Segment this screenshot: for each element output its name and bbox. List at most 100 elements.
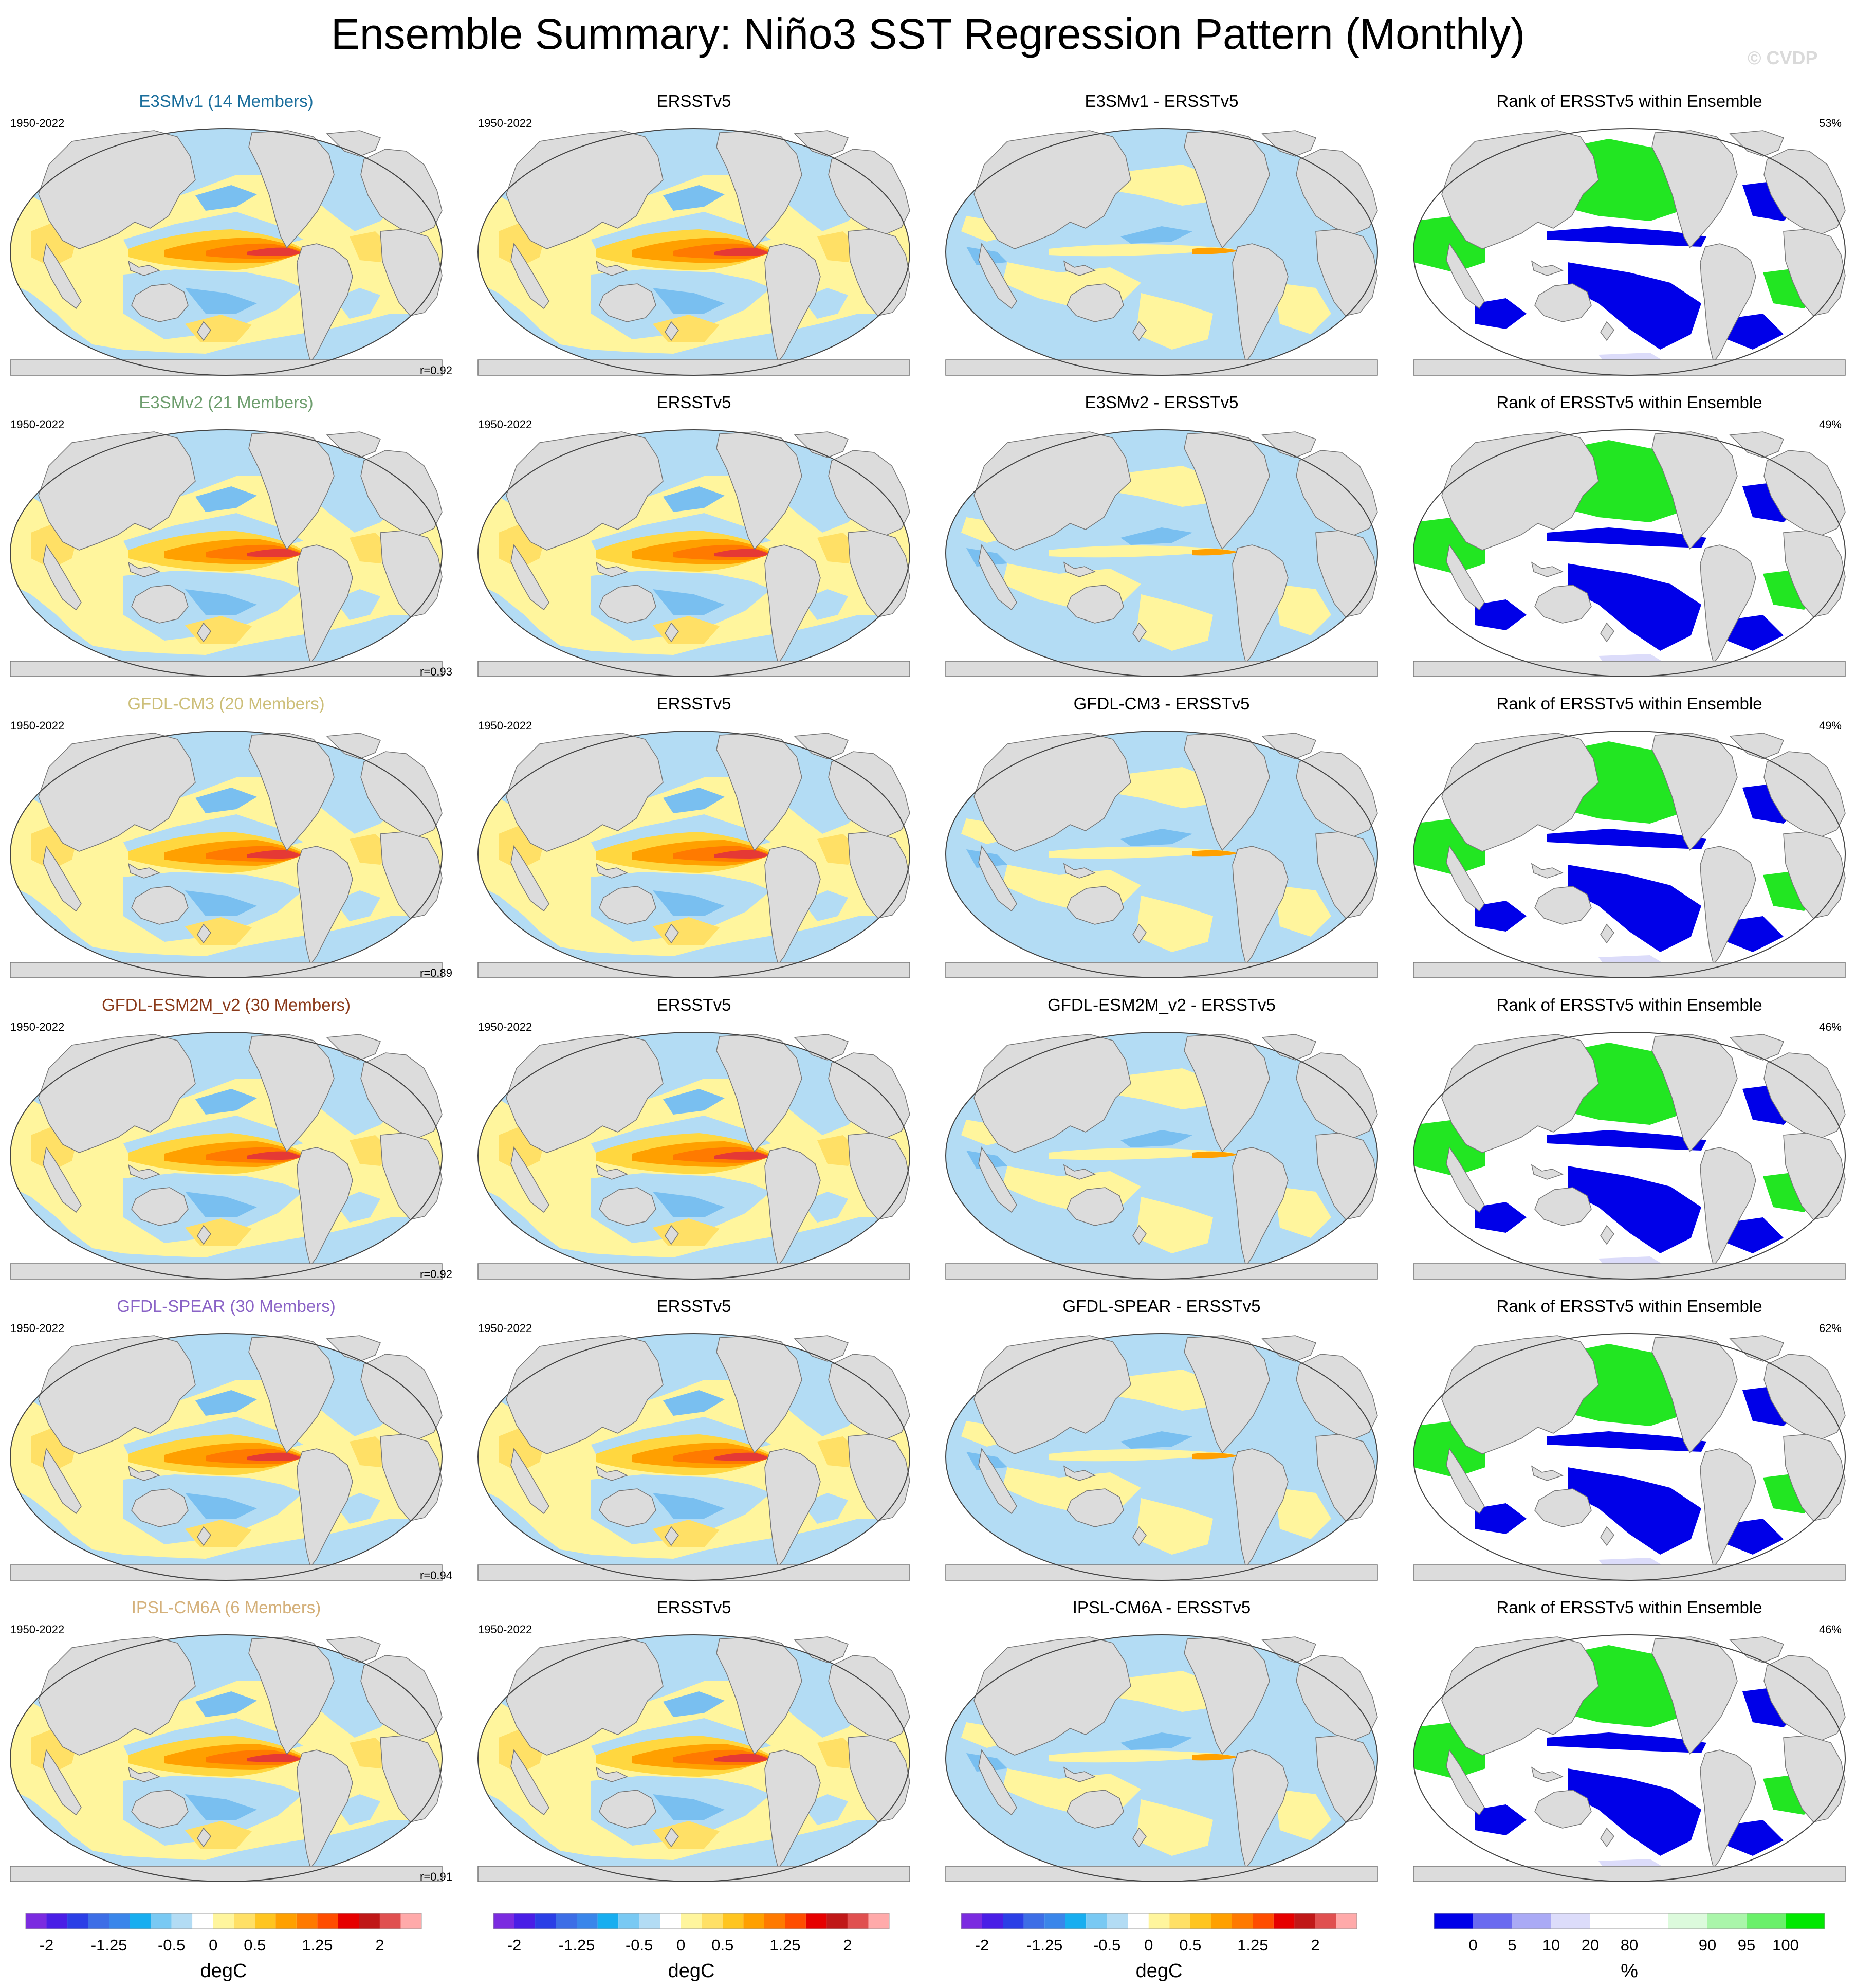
diff-title: GFDL-ESM2M_v2 - ERSSTv5 bbox=[1048, 995, 1276, 1014]
colorbar-swatch bbox=[1107, 1913, 1128, 1929]
obs-title: ERSSTv5 bbox=[657, 694, 731, 713]
colorbar-tick-label: -1.25 bbox=[559, 1936, 595, 1954]
globe-map bbox=[10, 731, 442, 978]
model-title: IPSL-CM6A (6 Members) bbox=[132, 1598, 321, 1617]
map-panel-rank bbox=[1413, 430, 1845, 677]
colorbar-swatch bbox=[338, 1913, 359, 1929]
colorbar-tick-label: 10 bbox=[1542, 1936, 1560, 1954]
colorbar-tick-label: 2 bbox=[375, 1936, 384, 1954]
model-title: E3SMv1 (14 Members) bbox=[139, 92, 313, 111]
colorbar-rank: 0 5 10 20 80 90 95 100% bbox=[1434, 1913, 1825, 1982]
globe-map bbox=[10, 430, 442, 677]
colorbar-swatch bbox=[1086, 1913, 1107, 1929]
map-panel-ensemble-mean bbox=[10, 1334, 442, 1580]
rank-title: Rank of ERSSTv5 within Ensemble bbox=[1496, 92, 1762, 111]
pattern-correlation: r=0.94 bbox=[420, 1569, 452, 1582]
panel-row: GFDL-SPEAR (30 Members) ERSSTv5 GFDL-SPEAR… bbox=[10, 1297, 1845, 1582]
globe-map bbox=[478, 1635, 910, 1882]
globe-map bbox=[946, 731, 1377, 978]
globe-map bbox=[946, 1635, 1377, 1882]
diff-title: GFDL-CM3 - ERSSTv5 bbox=[1074, 694, 1250, 713]
map-panel-difference bbox=[946, 430, 1377, 677]
obs-title: ERSSTv5 bbox=[657, 995, 731, 1014]
colorbar-tick-label: 95 bbox=[1738, 1936, 1755, 1954]
colorbar-swatch bbox=[826, 1913, 848, 1929]
colorbar-swatch bbox=[722, 1913, 744, 1929]
obs-period-label: 1950-2022 bbox=[478, 719, 532, 732]
colorbar-frame bbox=[1434, 1913, 1825, 1929]
obs-period-label: 1950-2022 bbox=[478, 117, 532, 130]
obs-title: ERSSTv5 bbox=[657, 1598, 731, 1617]
colorbar-swatch bbox=[67, 1913, 88, 1929]
colorbar-tick-label: -0.5 bbox=[626, 1936, 653, 1954]
map-panel-difference bbox=[946, 1635, 1377, 1882]
model-title: GFDL-SPEAR (30 Members) bbox=[117, 1297, 335, 1316]
colorbar-swatch bbox=[868, 1913, 889, 1929]
colorbar-swatch bbox=[1044, 1913, 1065, 1929]
colorbar-swatch bbox=[1190, 1913, 1211, 1929]
map-panel-difference bbox=[946, 1032, 1377, 1279]
model-title: GFDL-ESM2M_v2 (30 Members) bbox=[102, 995, 351, 1014]
diff-title: E3SMv2 - ERSSTv5 bbox=[1085, 393, 1239, 412]
globe-map bbox=[478, 430, 910, 677]
colorbar-tick-label: 0.5 bbox=[711, 1936, 733, 1954]
pattern-correlation: r=0.91 bbox=[420, 1870, 452, 1883]
map-panel-observations bbox=[478, 1032, 910, 1279]
model-title: E3SMv2 (21 Members) bbox=[139, 393, 313, 412]
colorbar-swatch bbox=[514, 1913, 536, 1929]
colorbar-swatch bbox=[618, 1913, 639, 1929]
colorbar-swatch bbox=[847, 1913, 869, 1929]
colorbar-tick-label: 0.5 bbox=[1179, 1936, 1201, 1954]
map-panel-ensemble-mean bbox=[10, 1635, 442, 1882]
colorbar-swatch bbox=[1128, 1913, 1149, 1929]
globe-map bbox=[478, 129, 910, 375]
colorbar-tick-label: 0 bbox=[676, 1936, 685, 1954]
colorbar-swatch bbox=[1473, 1913, 1512, 1929]
colorbar-frame bbox=[493, 1913, 890, 1929]
colorbar-tick-label: 1.25 bbox=[1237, 1936, 1268, 1954]
rank-percent: 46% bbox=[1819, 1623, 1842, 1636]
colorbar-tick-label: 90 bbox=[1699, 1936, 1716, 1954]
map-panel-difference bbox=[946, 129, 1377, 375]
colorbar-swatch bbox=[26, 1913, 47, 1929]
map-panel-ensemble-mean bbox=[10, 129, 442, 375]
rank-title: Rank of ERSSTv5 within Ensemble bbox=[1496, 694, 1762, 713]
map-panel-rank bbox=[1413, 129, 1845, 375]
map-panel-observations bbox=[478, 1334, 910, 1580]
map-panel-difference bbox=[946, 731, 1377, 978]
colorbar-tick-label: -1.25 bbox=[91, 1936, 127, 1954]
rank-percent: 46% bbox=[1819, 1020, 1842, 1033]
colorbar-degC: -2 -1.25 -0.5 0 0.5 1.25 2 degC bbox=[961, 1913, 1357, 1982]
globe-map bbox=[946, 430, 1377, 677]
colorbar-tick-label: 0 bbox=[1468, 1936, 1477, 1954]
rank-percent: 49% bbox=[1819, 719, 1842, 732]
obs-period-label: 1950-2022 bbox=[478, 1623, 532, 1636]
globe-map bbox=[946, 129, 1377, 375]
diff-title: E3SMv1 - ERSSTv5 bbox=[1085, 92, 1239, 111]
map-panel-rank bbox=[1413, 1334, 1845, 1580]
panel-row: GFDL-CM3 (20 Members) ERSSTv5 GFDL-CM3 - E… bbox=[10, 694, 1845, 979]
obs-period-label: 1950-2022 bbox=[478, 1020, 532, 1033]
globe-map bbox=[1413, 1334, 1845, 1580]
globe-map bbox=[1413, 1635, 1845, 1882]
colorbar-swatch bbox=[1148, 1913, 1170, 1929]
colorbar-swatch bbox=[1551, 1913, 1590, 1929]
colorbar-swatch bbox=[1786, 1913, 1825, 1929]
map-panel-rank bbox=[1413, 1032, 1845, 1279]
colorbar-tick-label: -2 bbox=[975, 1936, 989, 1954]
colorbar-swatch bbox=[192, 1913, 213, 1929]
colorbar-tick-label: 1.25 bbox=[302, 1936, 333, 1954]
colorbar-swatch bbox=[577, 1913, 598, 1929]
globe-map bbox=[10, 129, 442, 375]
obs-period-label: 1950-2022 bbox=[478, 418, 532, 431]
colorbar-swatch bbox=[1294, 1913, 1315, 1929]
colorbar-swatch bbox=[805, 1913, 827, 1929]
colorbar-swatch bbox=[171, 1913, 193, 1929]
colorbar-tick-label: 2 bbox=[843, 1936, 852, 1954]
colorbar-tick-label: 0.5 bbox=[244, 1936, 266, 1954]
panel-row: GFDL-ESM2M_v2 (30 Members) ERSSTv5 GFDL-ES… bbox=[10, 995, 1845, 1281]
colorbar-swatch bbox=[1023, 1913, 1045, 1929]
colorbar-tick-label: -0.5 bbox=[158, 1936, 185, 1954]
period-label: 1950-2022 bbox=[10, 1020, 64, 1033]
colorbar-frame bbox=[961, 1913, 1357, 1929]
